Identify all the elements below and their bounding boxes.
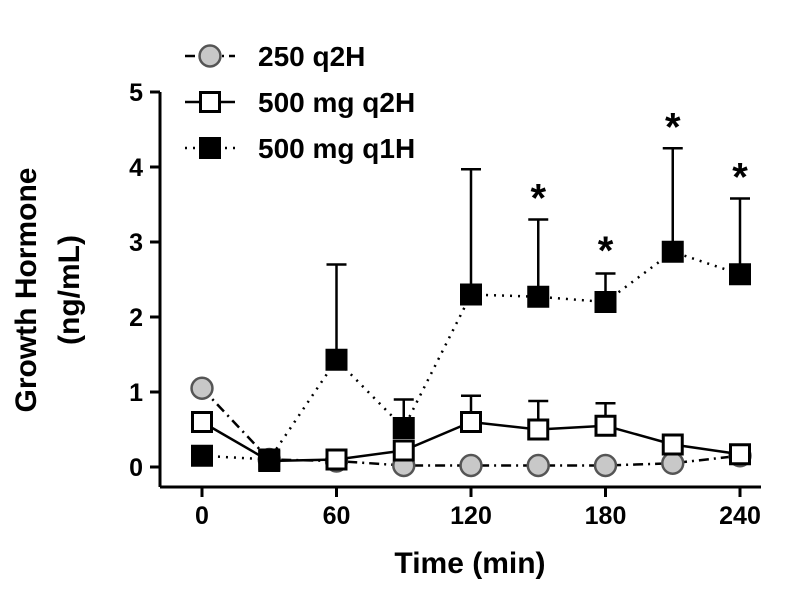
legend-label: 250 q2H	[258, 41, 365, 72]
legend-label: 500 mg q2H	[258, 87, 415, 118]
data-point	[527, 285, 550, 308]
data-point	[594, 291, 617, 313]
data-point	[199, 137, 221, 159]
data-point	[191, 444, 213, 467]
data-point	[594, 414, 617, 437]
axes	[158, 92, 761, 489]
x-tick-label: 240	[719, 502, 761, 530]
data-point	[729, 263, 751, 286]
significance-star: *	[732, 156, 748, 200]
legend: 250 q2H 500 mg q2H 500 mg q1H	[185, 41, 415, 164]
data-point	[661, 240, 684, 263]
y-axis-label: Growth Hormone (ng/mL)	[10, 168, 86, 413]
y-axis-label-line2: (ng/mL)	[53, 235, 86, 345]
data-point	[460, 411, 482, 433]
annotations: * * * *	[530, 105, 748, 273]
y-tick-label: 0	[129, 454, 143, 482]
data-point	[191, 411, 213, 433]
data-point	[198, 44, 222, 68]
y-tick-label: 4	[129, 154, 143, 182]
series-layer	[190, 147, 752, 478]
x-axis-label: Time (min)	[394, 547, 545, 580]
data-point	[199, 91, 221, 113]
data-point	[661, 451, 685, 475]
data-point	[325, 448, 348, 471]
data-point	[593, 453, 618, 478]
ticks: 0 1 2 3 4 5 0 60 120 180 240	[129, 79, 761, 530]
data-point	[460, 283, 482, 306]
data-point	[526, 453, 550, 478]
legend-item-1: 250 q2H	[185, 41, 365, 72]
legend-item-2: 500 mg q2H	[185, 87, 415, 118]
data-point	[190, 376, 214, 400]
data-point	[392, 417, 415, 439]
x-tick-label: 180	[585, 502, 627, 530]
significance-star: *	[530, 177, 546, 221]
data-point	[459, 453, 483, 478]
x-tick-label: 0	[195, 502, 209, 530]
data-point	[392, 439, 415, 462]
x-tick-label: 120	[450, 502, 492, 530]
data-point	[258, 448, 281, 471]
legend-item-3: 500 mg q1H	[185, 133, 415, 164]
y-tick-label: 2	[129, 304, 143, 332]
y-axis-label-line1: Growth Hormone	[10, 168, 43, 413]
y-tick-label: 5	[129, 79, 143, 107]
series-3	[191, 147, 751, 471]
x-tick-label: 60	[323, 502, 351, 530]
data-point	[729, 443, 751, 466]
y-tick-label: 3	[129, 229, 143, 257]
data-point	[527, 418, 550, 441]
y-tick-label: 1	[129, 379, 143, 407]
significance-star: *	[665, 105, 681, 149]
legend-label: 500 mg q1H	[258, 133, 415, 164]
data-point	[661, 433, 684, 456]
series-2	[191, 394, 751, 472]
significance-star: *	[598, 229, 614, 273]
data-point	[325, 348, 348, 371]
